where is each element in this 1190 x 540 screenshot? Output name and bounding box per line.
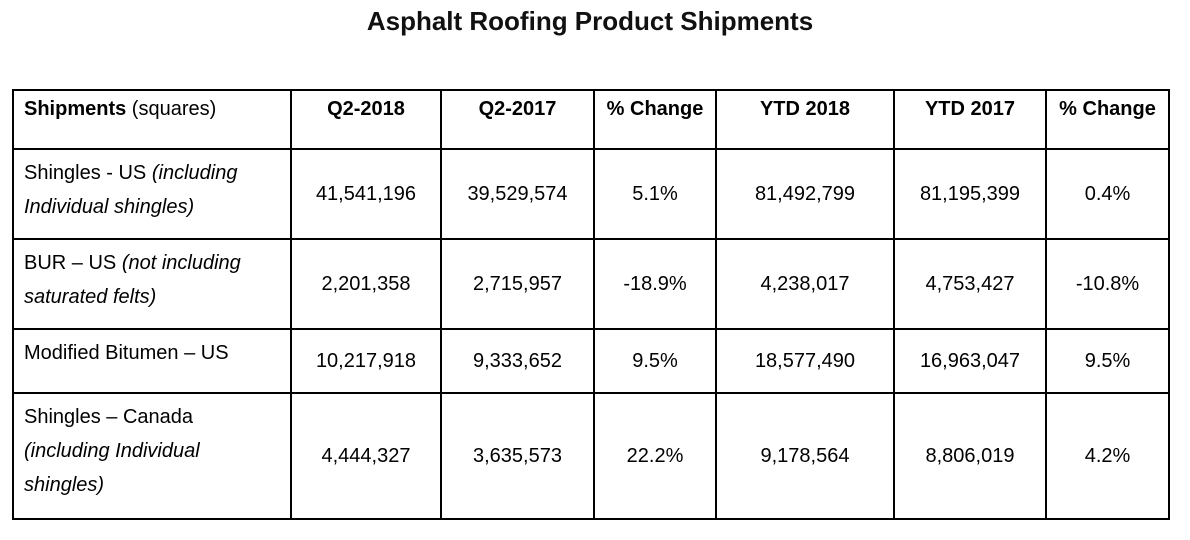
header-cell-ytd-2017: YTD 2017: [893, 89, 1047, 150]
row-label-note: (not including saturated felts): [24, 252, 241, 308]
row-label-bur-us: BUR – US (not including saturated felts): [12, 238, 292, 330]
table-row-modified-bitumen: Modified Bitumen – US 10,217,918 9,333,6…: [12, 328, 1170, 394]
row-label-main: Shingles - US: [24, 162, 152, 184]
row-label-main: BUR – US: [24, 252, 122, 274]
row-label-main: Shingles – Canada: [24, 406, 194, 428]
header-row: Shipments (squares) Q2-2018 Q2-2017 % Ch…: [12, 89, 1170, 150]
data-cell: 10,217,918: [290, 328, 442, 394]
table-row-shingles-us: Shingles - US (including Individual shin…: [12, 148, 1170, 240]
header-cell-q2-2017: Q2-2017: [440, 89, 595, 150]
data-cell: 81,195,399: [893, 148, 1047, 240]
data-cell: 9,178,564: [715, 392, 895, 520]
row-label-shingles-us: Shingles - US (including Individual shin…: [12, 148, 292, 240]
row-label-main: Modified Bitumen – US: [24, 342, 229, 364]
header-shipments-label: Shipments: [24, 98, 127, 120]
data-cell: 0.4%: [1045, 148, 1170, 240]
data-cell: -18.9%: [593, 238, 717, 330]
row-label-modified-bitumen: Modified Bitumen – US: [12, 328, 292, 394]
data-cell: 22.2%: [593, 392, 717, 520]
data-cell: 4.2%: [1045, 392, 1170, 520]
data-cell: 4,753,427: [893, 238, 1047, 330]
header-cell-q2-2018: Q2-2018: [290, 89, 442, 150]
data-cell: 9,333,652: [440, 328, 595, 394]
header-cell-ytd-2018: YTD 2018: [715, 89, 895, 150]
page-title: Asphalt Roofing Product Shipments: [366, 6, 814, 36]
data-cell: 9.5%: [593, 328, 717, 394]
data-cell: 41,541,196: [290, 148, 442, 240]
row-label-note: (including Individual shingles): [24, 162, 238, 218]
data-cell: 3,635,573: [440, 392, 595, 520]
row-label-note: (including Individual shingles): [24, 440, 200, 496]
header-cell-ytd-change: % Change: [1045, 89, 1170, 150]
header-cell-q-change: % Change: [593, 89, 717, 150]
data-cell: 39,529,574: [440, 148, 595, 240]
shipments-table: Shipments (squares) Q2-2018 Q2-2017 % Ch…: [12, 89, 1170, 520]
data-cell: 8,806,019: [893, 392, 1047, 520]
row-label-shingles-canada: Shingles – Canada (including Individual …: [12, 392, 292, 520]
data-cell: 5.1%: [593, 148, 717, 240]
header-shipments-unit: (squares): [126, 98, 217, 120]
data-cell: 81,492,799: [715, 148, 895, 240]
data-cell: 2,201,358: [290, 238, 442, 330]
table-row-bur-us: BUR – US (not including saturated felts)…: [12, 238, 1170, 330]
data-cell: 4,238,017: [715, 238, 895, 330]
data-cell: 4,444,327: [290, 392, 442, 520]
data-cell: 18,577,490: [715, 328, 895, 394]
table-row-shingles-canada: Shingles – Canada (including Individual …: [12, 392, 1170, 520]
data-cell: 16,963,047: [893, 328, 1047, 394]
data-cell: 9.5%: [1045, 328, 1170, 394]
data-cell: 2,715,957: [440, 238, 595, 330]
header-cell-shipments: Shipments (squares): [12, 89, 292, 150]
data-cell: -10.8%: [1045, 238, 1170, 330]
